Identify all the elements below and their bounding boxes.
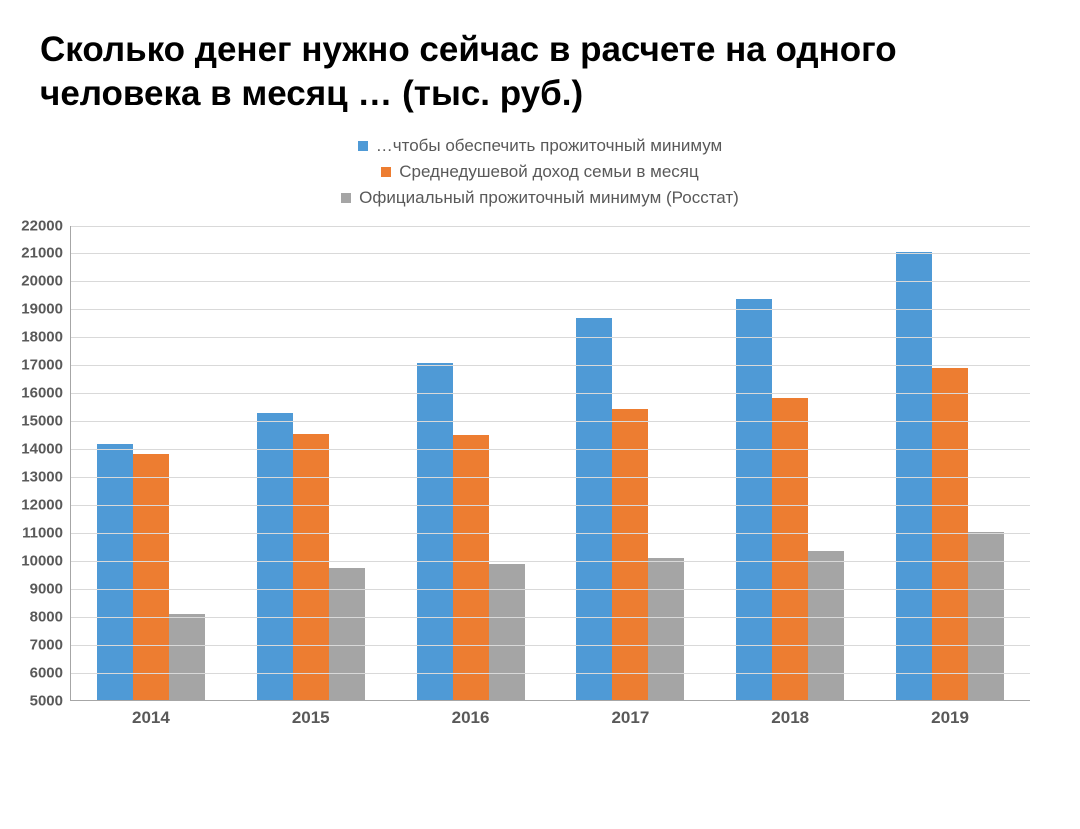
legend-swatch bbox=[341, 193, 351, 203]
gridline bbox=[71, 673, 1030, 674]
gridline bbox=[71, 337, 1030, 338]
y-tick-label: 8000 bbox=[30, 608, 71, 625]
bar bbox=[648, 558, 684, 699]
gridline bbox=[71, 421, 1030, 422]
y-tick-label: 14000 bbox=[21, 441, 71, 458]
x-tick-label: 2018 bbox=[736, 708, 844, 728]
bar bbox=[576, 318, 612, 699]
y-tick-label: 20000 bbox=[21, 273, 71, 290]
gridline bbox=[71, 253, 1030, 254]
legend-label: Среднедушевой доход семьи в месяц bbox=[399, 162, 699, 182]
x-tick-label: 2019 bbox=[896, 708, 1004, 728]
gridline bbox=[71, 617, 1030, 618]
gridline bbox=[71, 365, 1030, 366]
gridline bbox=[71, 533, 1030, 534]
bar-row bbox=[71, 226, 1030, 700]
y-tick-label: 7000 bbox=[30, 636, 71, 653]
y-tick-label: 10000 bbox=[21, 552, 71, 569]
y-tick-label: 19000 bbox=[21, 301, 71, 318]
y-tick-label: 15000 bbox=[21, 413, 71, 430]
bar bbox=[736, 299, 772, 700]
x-axis: 2014 2015 2016 2017 2018 2019 bbox=[71, 700, 1030, 728]
bar bbox=[133, 454, 169, 700]
legend: …чтобы обеспечить прожиточный минимум Сре… bbox=[40, 136, 1040, 208]
bar bbox=[417, 363, 453, 700]
y-tick-label: 6000 bbox=[30, 664, 71, 681]
y-tick-label: 22000 bbox=[21, 217, 71, 234]
bar bbox=[968, 532, 1004, 700]
chart-wrap: 201420152016201720182019 500060007000800… bbox=[70, 226, 1030, 701]
legend-item: Официальный прожиточный минимум (Росстат… bbox=[341, 188, 739, 208]
x-tick-label: 2015 bbox=[257, 708, 365, 728]
y-tick-label: 16000 bbox=[21, 385, 71, 402]
gridline bbox=[71, 561, 1030, 562]
y-tick-label: 9000 bbox=[30, 580, 71, 597]
x-tick-label: 2017 bbox=[576, 708, 684, 728]
gridline bbox=[71, 226, 1030, 227]
gridline bbox=[71, 589, 1030, 590]
chart-title: Сколько денег нужно сейчас в расчете на … bbox=[40, 28, 1040, 116]
bar bbox=[453, 435, 489, 699]
legend-label: …чтобы обеспечить прожиточный минимум bbox=[376, 136, 722, 156]
chart-container: Сколько денег нужно сейчас в расчете на … bbox=[0, 0, 1080, 829]
gridline bbox=[71, 393, 1030, 394]
x-tick-label: 2016 bbox=[417, 708, 525, 728]
bar-group bbox=[97, 444, 205, 700]
gridline bbox=[71, 309, 1030, 310]
bar bbox=[257, 413, 293, 699]
bar-group bbox=[576, 318, 684, 699]
legend-item: Среднедушевой доход семьи в месяц bbox=[381, 162, 699, 182]
y-tick-label: 17000 bbox=[21, 357, 71, 374]
gridline bbox=[71, 449, 1030, 450]
bar bbox=[612, 409, 648, 700]
gridline bbox=[71, 477, 1030, 478]
bar bbox=[169, 614, 205, 699]
bar bbox=[932, 368, 968, 699]
gridline bbox=[71, 505, 1030, 506]
gridline bbox=[71, 645, 1030, 646]
y-tick-label: 18000 bbox=[21, 329, 71, 346]
legend-item: …чтобы обеспечить прожиточный минимум bbox=[358, 136, 722, 156]
legend-swatch bbox=[381, 167, 391, 177]
y-tick-label: 12000 bbox=[21, 496, 71, 513]
bar-group bbox=[417, 363, 525, 700]
bar bbox=[772, 398, 808, 700]
bar bbox=[808, 551, 844, 699]
bar-group bbox=[257, 413, 365, 699]
bar bbox=[293, 434, 329, 699]
legend-swatch bbox=[358, 141, 368, 151]
bar bbox=[896, 252, 932, 699]
y-tick-label: 11000 bbox=[22, 524, 71, 541]
bar bbox=[97, 444, 133, 700]
y-tick-label: 13000 bbox=[21, 468, 71, 485]
bar bbox=[489, 564, 525, 700]
legend-label: Официальный прожиточный минимум (Росстат… bbox=[359, 188, 739, 208]
bar-group bbox=[736, 299, 844, 700]
x-tick-label: 2014 bbox=[97, 708, 205, 728]
y-tick-label: 21000 bbox=[21, 245, 71, 262]
y-tick-label: 5000 bbox=[30, 692, 71, 709]
gridline bbox=[71, 281, 1030, 282]
bar-group bbox=[896, 252, 1004, 699]
plot-area: 201420152016201720182019 500060007000800… bbox=[70, 226, 1030, 701]
